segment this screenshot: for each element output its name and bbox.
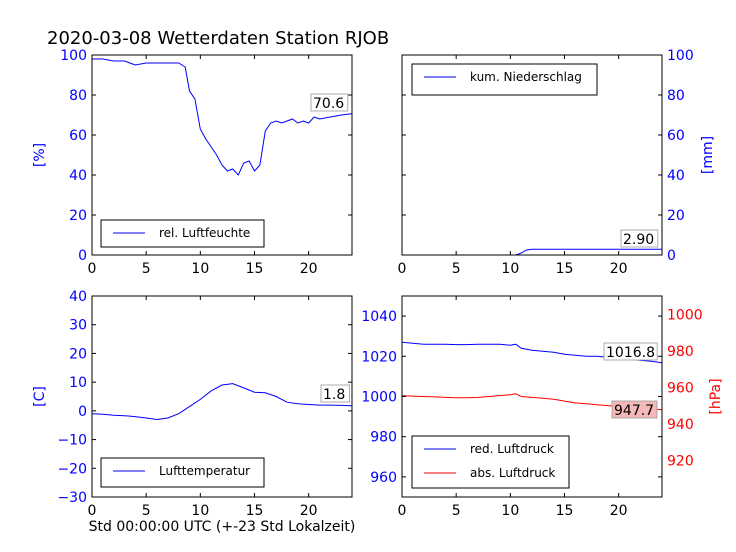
x-tick-label: 15 [556, 261, 574, 277]
y-tick-label: 30 [69, 318, 87, 334]
x-tick-label: 20 [300, 503, 318, 519]
legend-box [411, 435, 570, 489]
y-tick-label: 10 [69, 375, 87, 391]
legend-entry: Lufttemperatur [159, 464, 250, 478]
x-tick-label: 20 [300, 261, 318, 277]
plot-frame [91, 295, 353, 498]
y-axis-label: [mm] [700, 136, 716, 174]
panel-1: 0 5 10 15 20 0 20 40 60 80 100 [%] rel. Luftfeuchte 7… [32, 48, 353, 277]
value-label-box [310, 93, 349, 112]
legend-entry: kum. Niederschlag [470, 70, 582, 84]
series-line-1 [91, 383, 353, 421]
value-label-box [620, 229, 659, 248]
figure-title: 2020-03-08 Wetterdaten Station RJOB [47, 28, 389, 49]
x-axis-label: Std 00:00:00 UTC (+-23 Std Lokalzeit) [89, 519, 356, 535]
x-tick-label: 5 [452, 261, 461, 277]
legend-entry: rel. Luftfeuchte [159, 226, 250, 240]
x-tick-label: 5 [142, 503, 151, 519]
panel-3: 0 5 10 15 20 −30 −20 −10 0 10 20 30 40 [C] Lufttempera… [32, 289, 353, 519]
y-tick-label: 40 [69, 289, 87, 305]
legend-box [100, 457, 265, 488]
x-tick-label: 20 [610, 503, 628, 519]
y-tick-label: 1000 [361, 390, 397, 406]
y-tick-label: 1040 [361, 309, 397, 325]
y-tick-label: 20 [667, 208, 685, 224]
y-tick-label: −20 [57, 461, 87, 477]
panel-2: 0 5 10 15 20 0 20 40 60 80 100 [mm] kum. Niederschla… [398, 48, 716, 277]
x-tick-label: 5 [142, 261, 151, 277]
x-tick-label: 15 [246, 503, 264, 519]
y-tick-label: 20 [69, 208, 87, 224]
y-tick-label: 60 [69, 128, 87, 144]
y-tick-label: 0 [78, 248, 87, 264]
y-tick-label: 80 [69, 88, 87, 104]
y-axis-label: [hPa] [708, 378, 724, 414]
series-line-1 [402, 248, 662, 256]
y-tick-label: 20 [69, 346, 87, 362]
value-label: 1.8 [323, 387, 345, 403]
series-line-1 [92, 58, 353, 176]
y-tick-label: 980 [370, 430, 397, 446]
y2-tick-label: 1000 [667, 307, 703, 323]
x-tick-label: 15 [556, 503, 574, 519]
y2-tick-label: 940 [667, 417, 694, 433]
value-label: 70.6 [313, 96, 344, 112]
y-tick-label: 0 [667, 248, 676, 264]
value-label: 947.7 [614, 403, 654, 419]
y-tick-label: −10 [57, 433, 87, 449]
y-tick-label: 0 [78, 404, 87, 420]
x-tick-label: 10 [191, 503, 209, 519]
x-tick-label: 10 [501, 261, 519, 277]
x-tick-label: 0 [88, 503, 97, 519]
x-tick-label: 10 [501, 503, 519, 519]
value-label-box [320, 384, 351, 403]
y-tick-label: 100 [60, 48, 87, 64]
plot-frame [91, 54, 353, 256]
legend-entry: abs. Luftdruck [470, 466, 555, 480]
y-tick-label: 40 [69, 168, 87, 184]
plot-frame [401, 54, 663, 256]
y-tick-label: 80 [667, 88, 685, 104]
y2-tick-label: 980 [667, 344, 694, 360]
value-label: 1016.8 [606, 345, 655, 361]
x-tick-label: 20 [610, 261, 628, 277]
x-tick-label: 0 [398, 261, 407, 277]
y-tick-label: 960 [370, 470, 397, 486]
y-tick-label: 1020 [361, 349, 397, 365]
y-tick-label: −30 [57, 490, 87, 506]
value-label-box [603, 342, 658, 361]
y-axis-label: [C] [32, 386, 48, 407]
y2-tick-label: 920 [667, 453, 694, 469]
x-tick-label: 15 [246, 261, 264, 277]
y-tick-label: 40 [667, 168, 685, 184]
x-tick-label: 5 [452, 503, 461, 519]
y-tick-label: 60 [667, 128, 685, 144]
y-tick-label: 100 [667, 48, 694, 64]
x-tick-label: 0 [398, 503, 407, 519]
legend-box [411, 63, 598, 96]
panel-4: 0 5 10 15 20 960 980 1000 1020 1040 920 940 960 980 10… [361, 295, 724, 519]
x-tick-label: 10 [191, 261, 209, 277]
x-tick-label: 0 [88, 261, 97, 277]
y2-tick-label: 960 [667, 380, 694, 396]
legend-entry: red. Luftdruck [470, 442, 554, 456]
y-axis-label: [%] [32, 143, 48, 167]
value-label: 2.90 [623, 232, 654, 248]
value-label-box [611, 400, 658, 419]
